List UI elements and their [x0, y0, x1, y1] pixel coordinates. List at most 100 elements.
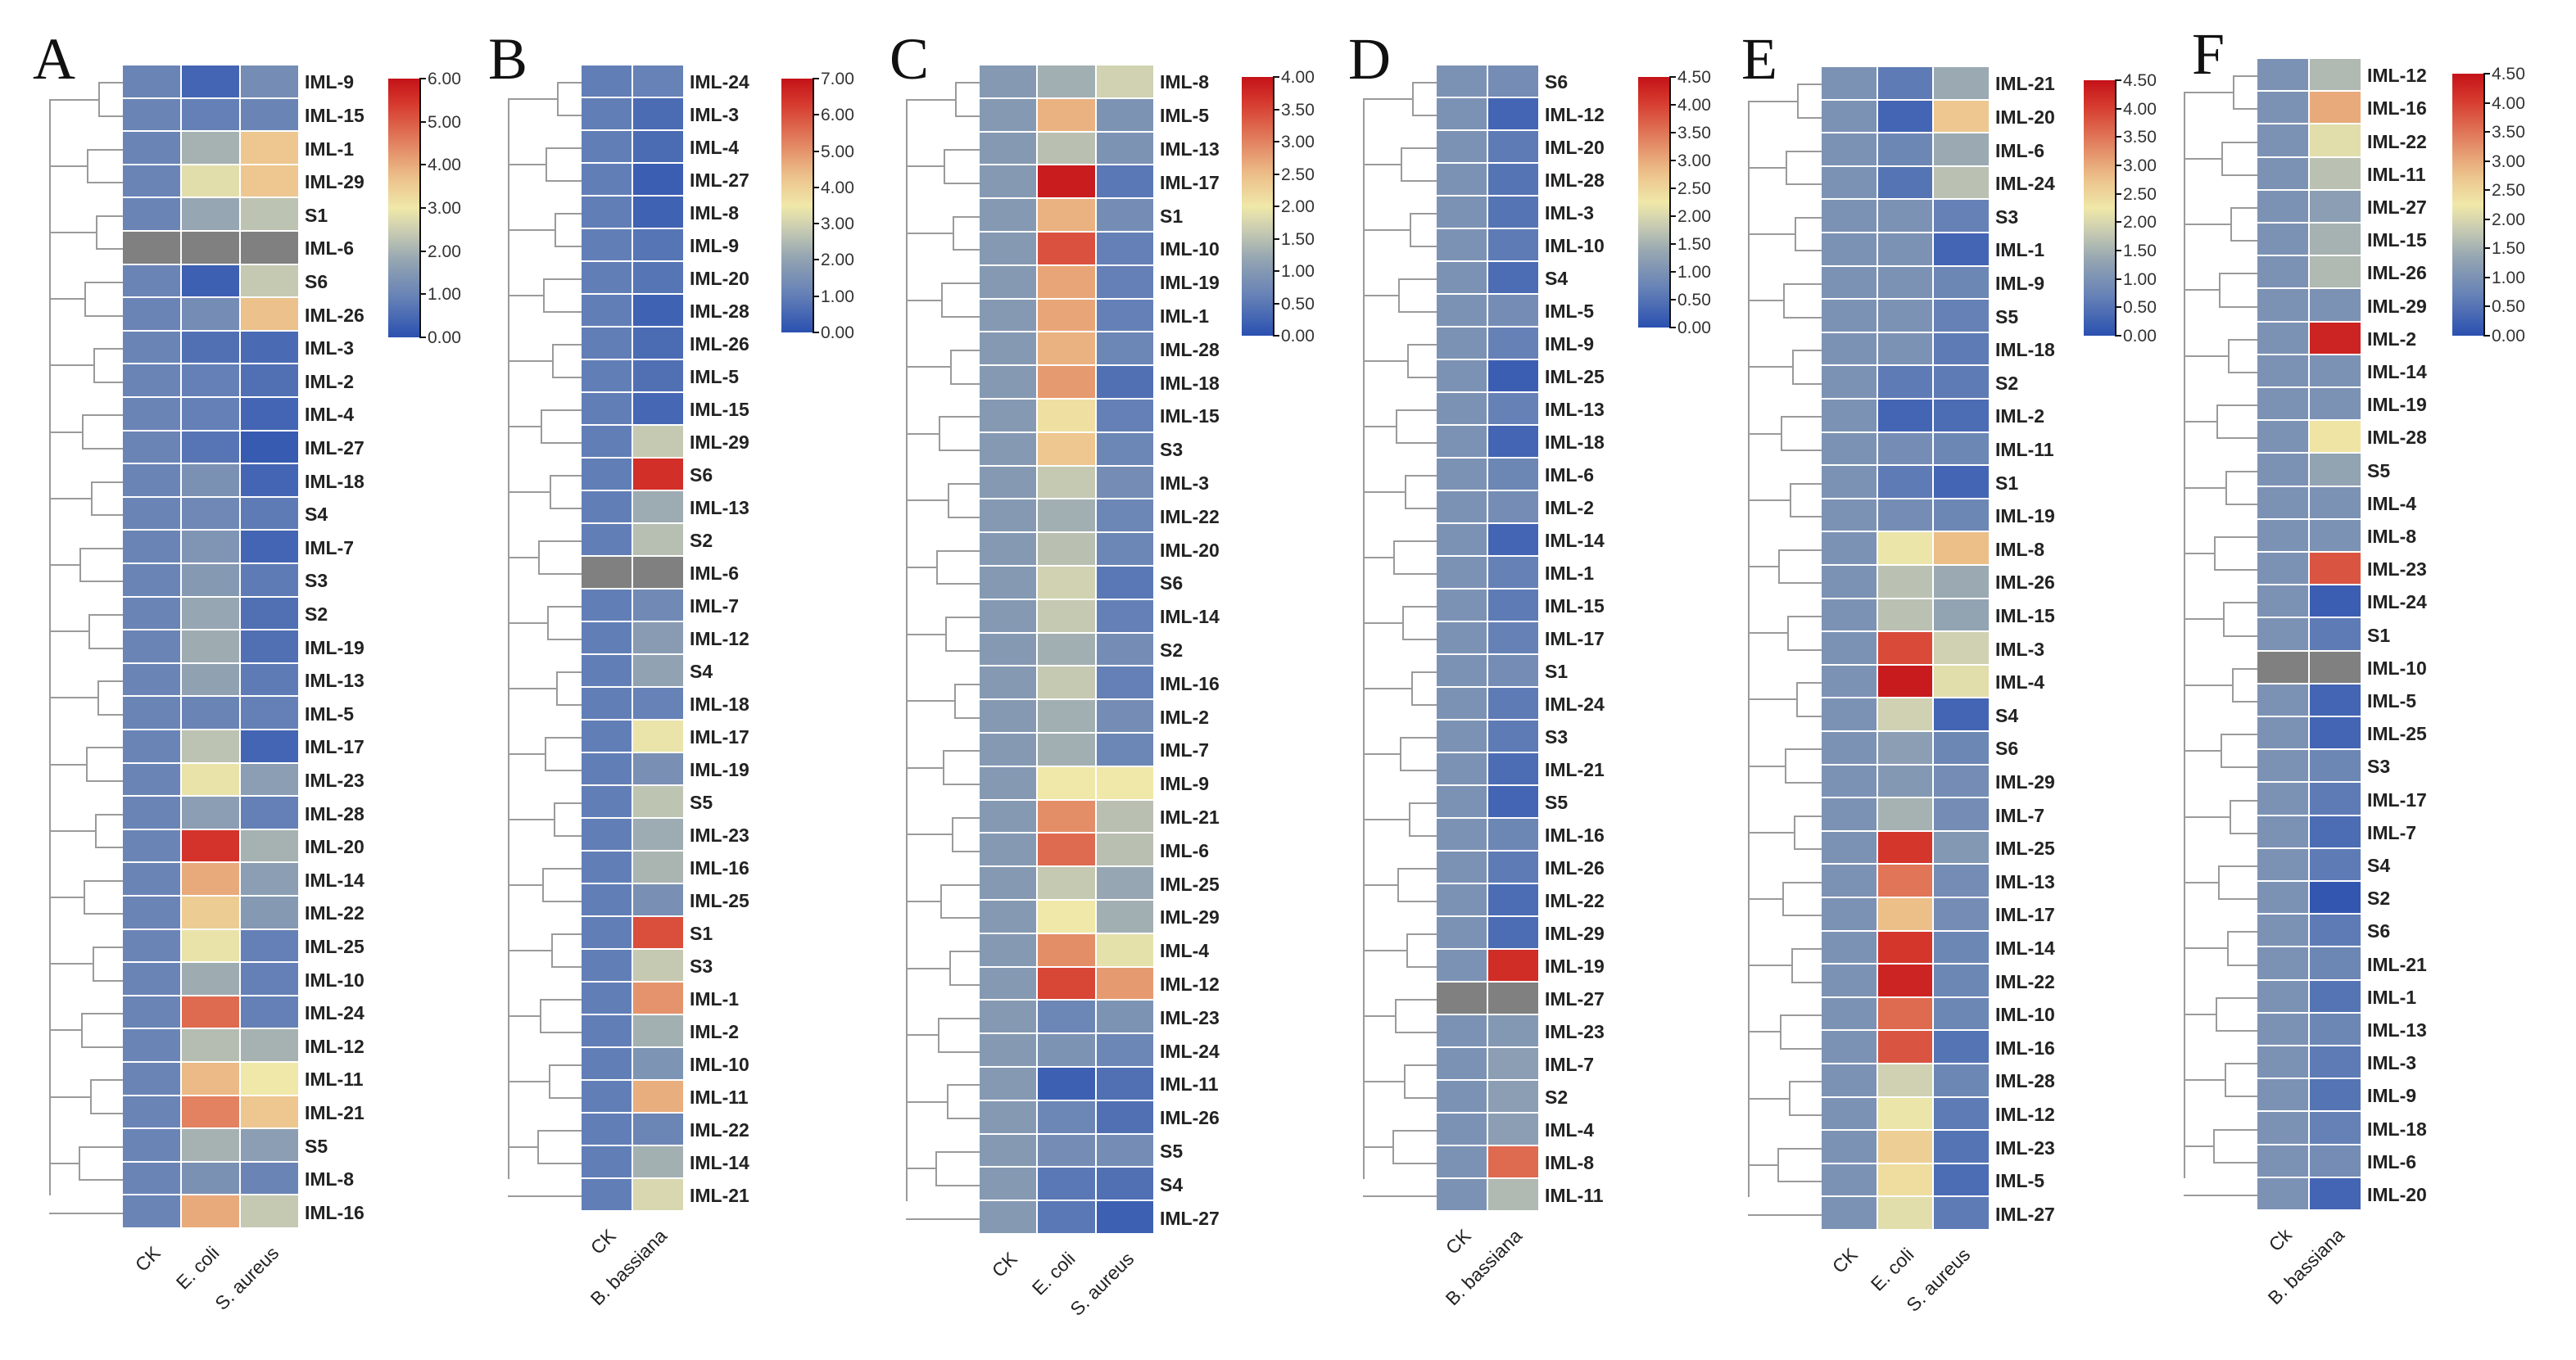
dendrogram-bracket — [550, 475, 551, 509]
heatmap-cell — [1437, 164, 1488, 197]
dendrogram-branch — [1401, 180, 1437, 182]
heatmap-cell — [2310, 388, 2362, 422]
heatmap-cell — [2310, 1177, 2362, 1211]
heatmap-cell — [633, 164, 685, 197]
dendrogram-branch — [554, 835, 582, 837]
dendrogram-link — [1748, 499, 1790, 501]
dendrogram-branch — [2227, 964, 2257, 966]
heatmap-cell — [1437, 459, 1488, 491]
row-label: IML-13 — [1545, 399, 1605, 420]
colorbar-tick — [2483, 102, 2490, 104]
heatmap-cell — [182, 198, 241, 232]
colorbar-tick — [2483, 276, 2490, 278]
dendrogram-branch — [2218, 898, 2257, 901]
dendrogram-link — [2184, 355, 2228, 357]
dendrogram-branch — [943, 750, 980, 752]
dendrogram-link — [1363, 229, 1410, 231]
colorbar-tick — [1273, 173, 1279, 175]
heatmap-cell — [1934, 632, 1990, 666]
dendrogram-link — [2184, 1145, 2213, 1147]
colorbar-tick — [2115, 192, 2121, 195]
colorbar-tick-label: 2.50 — [2123, 184, 2157, 204]
dendrogram-bracket — [98, 82, 100, 117]
dendrogram-link — [1363, 295, 1398, 296]
row-label: IML-21 — [2367, 953, 2427, 975]
row-label: S2 — [2367, 888, 2391, 910]
row-label: S2 — [1545, 1087, 1569, 1108]
heatmap-cell — [182, 531, 241, 564]
dendrogram-link — [906, 901, 940, 902]
colorbar-tick — [2483, 131, 2490, 133]
dendrogram-branch — [1392, 1163, 1437, 1164]
heatmap-cell — [582, 884, 633, 917]
row-label: IML-18 — [1545, 431, 1605, 453]
dendrogram-link — [49, 763, 86, 766]
heatmap-cell — [633, 66, 685, 98]
heatmap-cell — [1488, 786, 1540, 819]
dendrogram-branch — [549, 1064, 582, 1066]
dendrogram-branch — [1787, 615, 1822, 617]
row-label: IML-29 — [2367, 295, 2427, 317]
colorbar-tick — [2483, 189, 2490, 192]
heatmap-cell — [1096, 533, 1155, 567]
colorbar-tick-label: 5.00 — [821, 142, 854, 161]
heatmap-cell — [2257, 750, 2310, 784]
heatmap-cell — [2257, 947, 2310, 981]
heatmap-cell — [1038, 466, 1097, 500]
dendrogram-bracket — [79, 547, 81, 583]
dendrogram-bracket — [547, 606, 549, 640]
heatmap-cell — [1096, 98, 1155, 133]
colorbar-tick — [1669, 132, 1676, 133]
heatmap-cell — [2310, 783, 2362, 816]
row-label: IML-19 — [1160, 272, 1220, 294]
colorbar-tick-label: 0.50 — [1677, 291, 1711, 310]
heatmap-cell — [241, 264, 300, 299]
dendrogram-branch — [1785, 781, 1822, 784]
dendrogram-bracket — [2221, 141, 2223, 176]
heatmap-cell — [241, 730, 300, 764]
colorbar-tick — [2115, 79, 2121, 81]
colorbar-tick-label: 0.00 — [821, 323, 854, 342]
heatmap-cell — [1096, 967, 1155, 1001]
dendrogram-branch — [2225, 1096, 2257, 1098]
dendrogram-link — [906, 233, 953, 234]
heatmap-cell — [1934, 67, 1990, 101]
row-label: IML-7 — [690, 595, 740, 617]
row-label: IML-23 — [1160, 1006, 1220, 1028]
heatmap-cell — [2257, 651, 2310, 685]
heatmap-cell — [1038, 967, 1097, 1001]
heatmap-cell — [1488, 524, 1540, 557]
heatmap-cell — [1437, 688, 1488, 721]
heatmap-cell — [2310, 684, 2362, 717]
dendrogram-branch — [1397, 901, 1437, 902]
heatmap-cell — [123, 597, 182, 631]
dendrogram-bracket — [2230, 206, 2232, 242]
heatmap-cell — [241, 963, 300, 996]
heatmap-cell — [1877, 300, 1935, 333]
row-label: IML-26 — [305, 304, 364, 326]
heatmap-cell — [1877, 931, 1935, 965]
dendrogram-branch — [1778, 549, 1822, 551]
dendrogram-branch — [550, 508, 582, 509]
heatmap-cell — [1437, 1146, 1488, 1179]
row-label: IML-10 — [1160, 238, 1220, 260]
heatmap-cell — [1488, 950, 1540, 983]
heatmap-cell — [1437, 328, 1488, 360]
heatmap-cell — [1437, 393, 1488, 426]
heatmap-cell — [123, 996, 182, 1030]
dendrogram-branch — [82, 414, 123, 417]
dendrogram-bracket — [552, 344, 554, 378]
row-label: S5 — [305, 1135, 328, 1157]
heatmap-cell — [1934, 765, 1990, 799]
heatmap-cell — [582, 164, 633, 197]
dendrogram-bracket — [1404, 1064, 1406, 1099]
heatmap-cell — [123, 98, 182, 133]
heatmap-cell — [1488, 426, 1540, 459]
heatmap-cell — [241, 1195, 300, 1229]
heatmap-cell — [1877, 698, 1935, 732]
row-label: IML-5 — [2367, 689, 2417, 712]
row-label: IML-18 — [690, 694, 749, 715]
row-label: IML-6 — [2367, 1150, 2417, 1172]
heatmap-cell — [2257, 882, 2310, 915]
dendrogram-bracket — [944, 1218, 946, 1220]
